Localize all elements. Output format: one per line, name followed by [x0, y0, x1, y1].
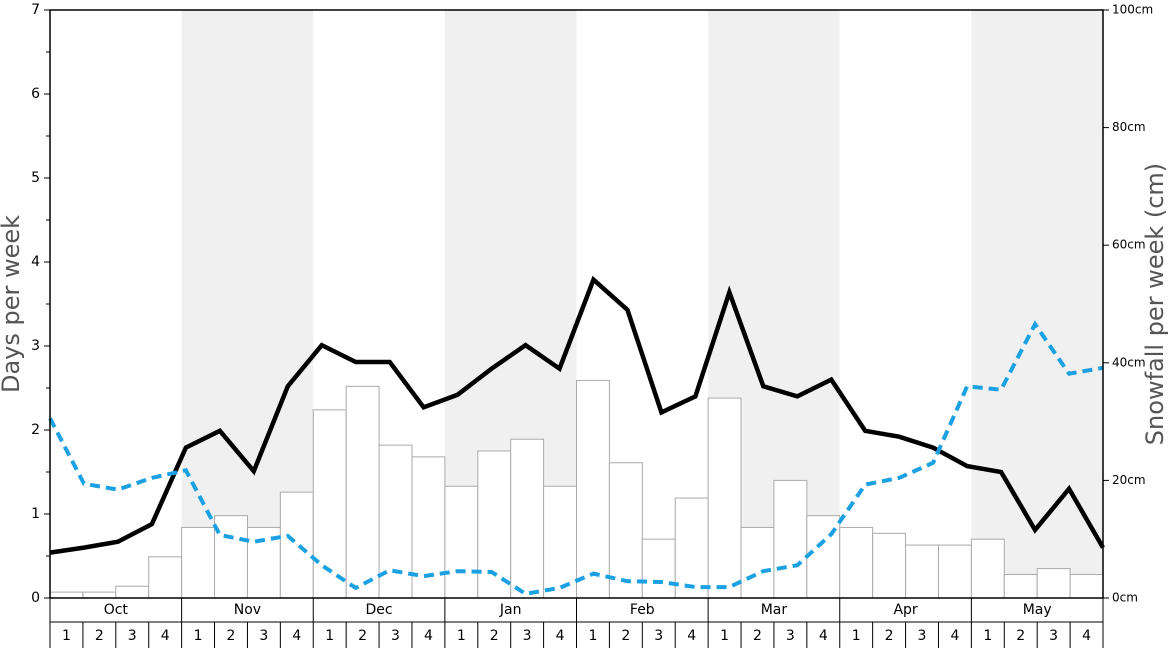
x-tick-label: 2: [621, 628, 630, 644]
x-tick-label: 1: [457, 628, 466, 644]
x-tick-label: 3: [523, 628, 532, 644]
x-tick-label: 3: [391, 628, 400, 644]
bar: [49, 591, 84, 599]
y2-tick-label: 20cm: [1112, 473, 1146, 487]
bar: [1003, 573, 1038, 599]
month-label: Nov: [234, 602, 261, 618]
month-label: Dec: [366, 602, 393, 618]
x-tick-label: 2: [95, 628, 104, 644]
bar: [1036, 568, 1071, 599]
x-tick-label: 4: [819, 628, 828, 644]
y-tick-label: 4: [31, 254, 40, 270]
bar: [82, 591, 117, 599]
y-tick-label: 1: [31, 506, 40, 522]
x-tick-label: 2: [227, 628, 236, 644]
month-label: Oct: [104, 602, 129, 618]
month-label: Feb: [630, 602, 655, 618]
month-label: Apr: [893, 602, 917, 618]
x-tick-label: 1: [852, 628, 861, 644]
x-tick-label: 1: [983, 628, 992, 644]
x-tick-label: 4: [687, 628, 696, 644]
x-tick-label: 1: [62, 628, 71, 644]
y2-tick-label: 100cm: [1112, 3, 1153, 17]
x-tick-label: 3: [786, 628, 795, 644]
x-tick-label: 2: [753, 628, 762, 644]
line-series: [49, 275, 1105, 555]
x-tick-label: 3: [654, 628, 663, 644]
bar: [345, 385, 380, 599]
x-tick-label: 4: [556, 628, 565, 644]
bar: [872, 532, 907, 599]
x-tick-label: 4: [424, 628, 433, 644]
y-axis-label: Days per week: [0, 215, 25, 393]
bar: [905, 544, 939, 599]
x-tick-label: 2: [1016, 628, 1025, 644]
x-tick-label: 3: [259, 628, 268, 644]
month-label: May: [1023, 602, 1052, 618]
bar: [641, 538, 676, 599]
bar: [115, 585, 150, 599]
y-tick-label: 6: [31, 86, 40, 102]
line-series: [48, 320, 1104, 596]
x-tick-label: 3: [918, 628, 927, 644]
x-tick-label: 4: [292, 628, 301, 644]
x-tick-label: 1: [720, 628, 729, 644]
bar: [839, 526, 874, 599]
bar: [707, 397, 742, 599]
y-tick-label: 0: [31, 590, 40, 606]
x-tick-label: 3: [128, 628, 137, 644]
y-tick-label: 2: [31, 422, 40, 438]
bar: [1069, 573, 1104, 599]
bar: [773, 479, 808, 599]
bar: [444, 485, 479, 599]
bar: [543, 485, 577, 599]
x-tick-label: 4: [1082, 628, 1091, 644]
month-label: Jan: [499, 602, 522, 618]
bar: [510, 438, 545, 599]
x-tick-label: 3: [1049, 628, 1058, 644]
x-tick-label: 2: [358, 628, 367, 644]
y2-axis-label: Snowfall per week (cm): [1141, 163, 1168, 445]
x-tick-label: 2: [885, 628, 894, 644]
x-tick-label: 1: [194, 628, 203, 644]
bar: [674, 497, 709, 599]
month-label: Mar: [761, 602, 788, 618]
x-tick-label: 1: [325, 628, 334, 644]
y2-tick-label: 40cm: [1112, 355, 1146, 369]
bar: [576, 379, 610, 599]
x-tick-label: 2: [490, 628, 499, 644]
bar: [970, 538, 1005, 599]
bar: [214, 515, 248, 599]
y2-tick-label: 80cm: [1112, 120, 1146, 134]
bar: [181, 526, 216, 599]
x-tick-label: 1: [588, 628, 597, 644]
bar: [937, 544, 972, 599]
month-band: [971, 10, 1103, 598]
x-tick-label: 4: [950, 628, 959, 644]
y2-tick-label: 60cm: [1112, 238, 1146, 252]
bar: [740, 526, 775, 599]
y-tick-label: 3: [31, 338, 40, 354]
y2-tick-label: 0cm: [1112, 591, 1138, 605]
bar: [312, 409, 347, 599]
bar: [148, 556, 183, 599]
y-tick-label: 5: [31, 170, 40, 186]
x-tick-label: 4: [161, 628, 170, 644]
y-tick-label: 7: [31, 2, 40, 18]
bar: [279, 491, 314, 599]
